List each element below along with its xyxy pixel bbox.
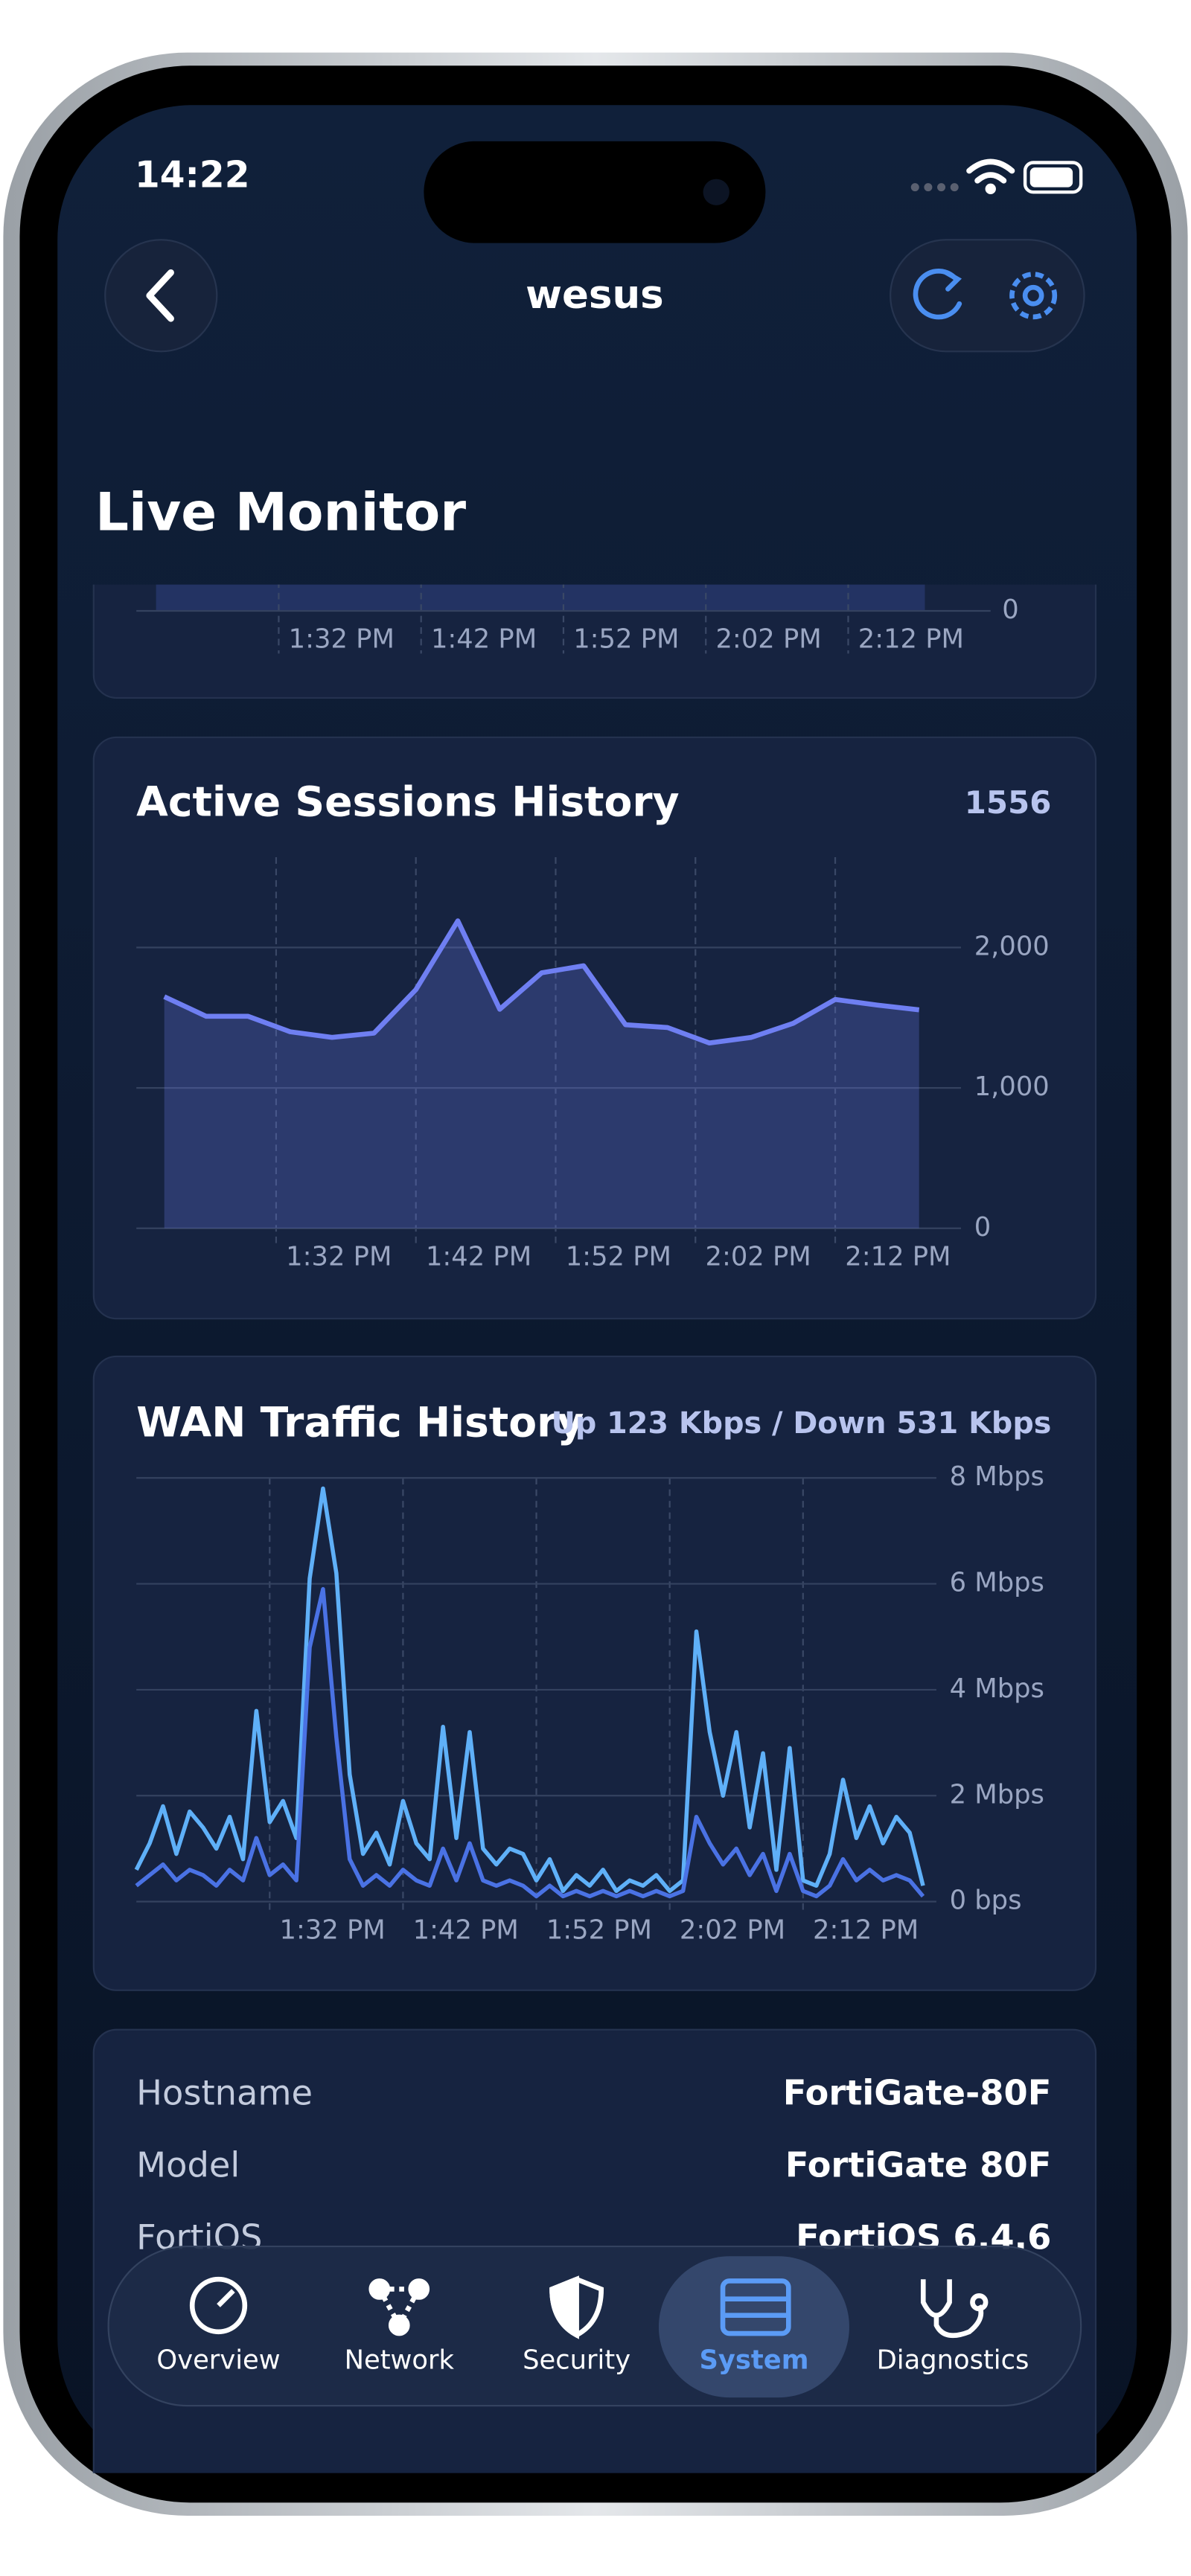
page-title: Live Monitor [95,481,466,543]
y-tick-label: 6 Mbps [950,1568,1044,1598]
dynamic-island [424,141,766,243]
chart-title: WAN Traffic History [136,1400,584,1447]
bar-band [156,584,925,611]
actions-pill [890,239,1085,353]
settings-button[interactable] [1009,272,1058,320]
info-label: Model [136,2145,240,2185]
x-tick-label: 1:32 PM [289,624,395,655]
x-tick-label: 1:42 PM [413,1915,519,1945]
tab-icons [189,2275,989,2339]
tab-label[interactable]: Overview [156,2345,280,2376]
y-tick-label: 2 Mbps [950,1779,1044,1810]
series-line [135,1586,925,1899]
x-tick-label: 1:52 PM [546,1915,652,1945]
x-tick-label: 1:52 PM [573,624,679,655]
info-value: FortiGate 80F [785,2145,1052,2185]
y-tick-label: 2,000 [974,931,1050,961]
back-button[interactable] [104,239,218,353]
area-line [163,918,920,1046]
tab-bar: Overview Network Security System Diagnostics [107,2245,1082,2407]
camera [703,179,729,205]
tab-label[interactable]: Security [523,2345,630,2376]
tab-label[interactable]: System [699,2345,808,2376]
y-tick-label: 0 [1002,595,1018,625]
y-tick-label: 8 Mbps [950,1461,1044,1492]
x-tick-label: 1:52 PM [566,1242,671,1272]
refresh-arrow [943,270,962,292]
area-fill [164,920,919,1228]
back-icon [146,269,174,322]
signal-icon [910,183,959,192]
refresh-button[interactable] [913,268,962,320]
tab-label[interactable]: Diagnostics [877,2345,1029,2376]
nav-title: wesus [526,272,664,318]
x-tick-label: 2:02 PM [715,624,821,655]
card [92,736,1097,1320]
battery-icon [1023,161,1083,194]
x-tick-label: 2:12 PM [845,1242,951,1272]
tab-bar-bg [107,2245,1082,2407]
series-line [134,1486,925,1894]
x-tick-label: 2:12 PM [858,624,964,655]
x-tick-label: 2:12 PM [813,1915,919,1945]
chart-title: Active Sessions History [136,779,679,827]
x-tick-label: 1:32 PM [286,1242,392,1272]
x-tick-label: 2:02 PM [680,1915,785,1945]
settings-hub [1022,284,1044,307]
x-tick-label: 1:42 PM [426,1242,531,1272]
active-tab [658,2256,849,2398]
y-tick-label: 0 [974,1212,991,1243]
info-label: Hostname [136,2073,313,2113]
y-tick-label: 4 Mbps [950,1673,1044,1704]
x-tick-label: 2:02 PM [706,1242,811,1272]
wifi-icon [966,158,1015,194]
tab-label[interactable]: Network [345,2345,455,2376]
battery-level [1029,167,1073,188]
chart-subtitle: Up 123 Kbps / Down 531 Kbps [552,1406,1052,1441]
info-value: FortiGate-80F [783,2073,1052,2113]
x-tick-label: 1:32 PM [280,1915,386,1945]
x-tick-label: 1:42 PM [431,624,537,655]
y-tick-label: 0 bps [950,1885,1022,1916]
card [92,584,1097,699]
status-time: 14:22 [135,154,250,196]
card [92,1355,1097,1991]
current-value: 1556 [965,784,1052,821]
y-tick-label: 1,000 [974,1071,1050,1102]
